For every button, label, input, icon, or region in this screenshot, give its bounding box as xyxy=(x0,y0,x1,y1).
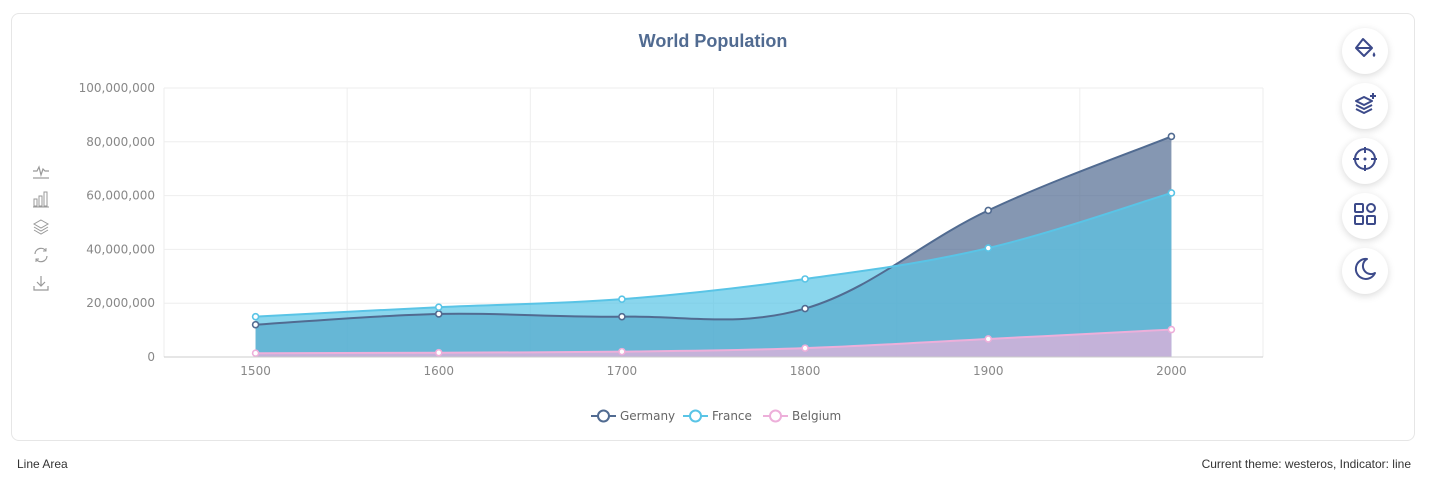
y-tick-label: 20,000,000 xyxy=(86,296,155,310)
x-tick-label: 1600 xyxy=(423,364,454,378)
data-point-france xyxy=(984,244,993,252)
data-point-france xyxy=(434,303,443,312)
indicator-button[interactable] xyxy=(1342,138,1388,184)
paint-bucket-icon xyxy=(1352,36,1378,67)
bar-chart-icon[interactable] xyxy=(30,188,52,210)
y-tick-label: 0 xyxy=(147,350,155,364)
data-point-belgium xyxy=(251,349,260,358)
data-point-germany xyxy=(1167,132,1176,141)
legend-label-france: France xyxy=(712,409,752,423)
theme-status-label: Current theme: westeros, Indicator: line xyxy=(1201,457,1411,471)
data-point-belgium xyxy=(801,344,809,352)
crosshair-icon xyxy=(1352,146,1378,177)
chart-title: World Population xyxy=(639,31,788,51)
data-point-france xyxy=(801,275,809,283)
y-tick-label: 60,000,000 xyxy=(86,189,155,203)
legend-marker-belgium xyxy=(769,409,782,423)
area-france xyxy=(255,192,1172,357)
side-button-group xyxy=(1342,28,1388,303)
data-point-germany xyxy=(801,304,809,313)
data-point-germany xyxy=(251,320,260,329)
layers-add-icon xyxy=(1352,91,1378,122)
data-point-belgium xyxy=(1167,325,1176,334)
x-tick-label: 1500 xyxy=(240,364,271,378)
legend-marker-germany xyxy=(597,409,610,423)
data-point-belgium xyxy=(434,348,443,357)
legend-label-germany: Germany xyxy=(620,409,675,423)
line-chart-icon[interactable] xyxy=(30,160,52,182)
data-point-germany xyxy=(984,206,993,215)
data-point-france xyxy=(251,312,260,321)
y-tick-label: 100,000,000 xyxy=(79,81,155,95)
area-belgium xyxy=(255,329,1172,357)
download-icon[interactable] xyxy=(30,272,52,294)
x-tick-label: 1900 xyxy=(973,364,1004,378)
data-point-france xyxy=(618,295,626,303)
line-france xyxy=(255,191,1172,318)
chart-toolbox xyxy=(30,160,52,300)
line-belgium xyxy=(255,328,1172,355)
data-point-germany xyxy=(618,312,626,321)
x-tick-label: 2000 xyxy=(1156,364,1187,378)
chart-type-label: Line Area xyxy=(17,457,68,471)
y-tick-label: 80,000,000 xyxy=(86,135,155,149)
moon-icon xyxy=(1352,256,1378,287)
stack-icon[interactable] xyxy=(30,216,52,238)
theme-button[interactable] xyxy=(1342,28,1388,74)
legend-marker-france xyxy=(689,409,702,423)
data-point-germany xyxy=(434,310,443,318)
add-layer-button[interactable] xyxy=(1342,83,1388,129)
data-point-belgium xyxy=(618,347,626,356)
restore-icon[interactable] xyxy=(30,244,52,266)
legend-label-belgium: Belgium xyxy=(792,409,841,423)
apps-button[interactable] xyxy=(1342,193,1388,239)
x-tick-label: 1800 xyxy=(790,364,821,378)
data-point-france xyxy=(1167,189,1176,197)
grid-apps-icon xyxy=(1352,201,1378,232)
x-tick-label: 1700 xyxy=(607,364,638,378)
line-germany xyxy=(255,135,1172,326)
y-tick-label: 40,000,000 xyxy=(86,242,155,256)
dark-mode-button[interactable] xyxy=(1342,248,1388,294)
data-point-belgium xyxy=(984,335,993,343)
